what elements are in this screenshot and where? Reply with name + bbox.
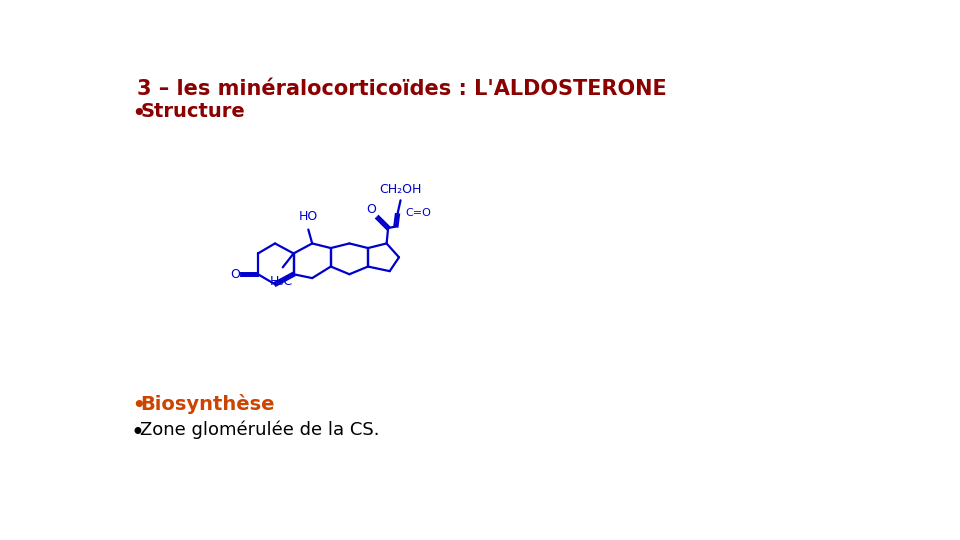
Text: •: • xyxy=(131,421,145,444)
Text: Biosynthèse: Biosynthèse xyxy=(140,394,275,414)
Text: •: • xyxy=(131,102,146,126)
Text: O: O xyxy=(229,268,240,281)
Text: H₃C: H₃C xyxy=(270,275,293,288)
Text: 3 – les minéralocorticoïdes : L'ALDOSTERONE: 3 – les minéralocorticoïdes : L'ALDOSTER… xyxy=(137,79,667,99)
Text: C=O: C=O xyxy=(405,208,431,218)
Text: •: • xyxy=(131,394,146,418)
Text: HO: HO xyxy=(299,211,318,224)
Text: CH₂OH: CH₂OH xyxy=(379,183,421,195)
Text: O: O xyxy=(366,202,376,215)
Text: Zone glomérulée de la CS.: Zone glomérulée de la CS. xyxy=(140,421,379,439)
Text: Structure: Structure xyxy=(140,102,245,121)
